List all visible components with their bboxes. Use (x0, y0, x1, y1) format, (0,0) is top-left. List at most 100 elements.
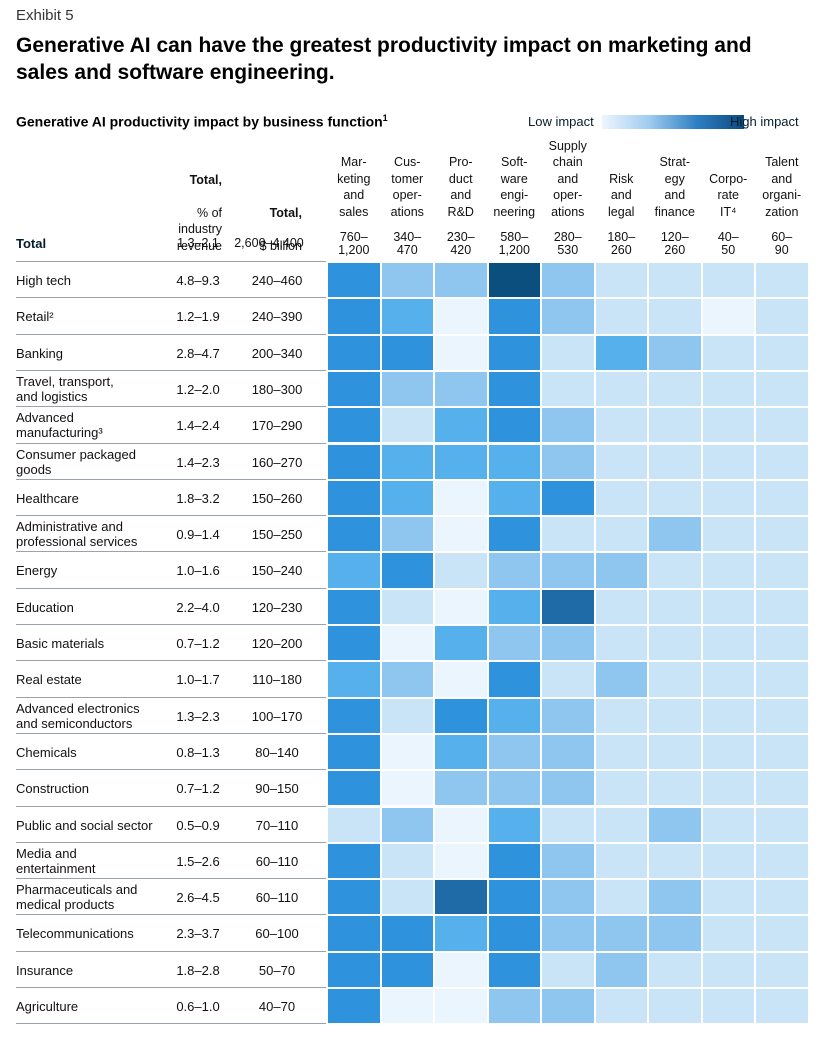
row-divider (16, 660, 326, 662)
heatmap-cell (488, 698, 540, 733)
heatmap-cell (435, 662, 487, 697)
row-divider (16, 442, 326, 444)
row-revenue: 1.3–2.3 (176, 708, 220, 724)
heatmap-cell (488, 880, 540, 915)
row-label: Healthcare (16, 490, 79, 506)
heatmap-cell (488, 807, 540, 842)
heatmap-cell (435, 335, 487, 370)
heatmap-cell (595, 444, 647, 479)
heatmap-cell (649, 807, 701, 842)
heatmap-cell (488, 662, 540, 697)
row-divider (16, 624, 326, 625)
heatmap-cell (435, 553, 487, 588)
heatmap-cell (328, 771, 380, 806)
row-label: Advanced electronics and semiconductors (16, 700, 140, 731)
heatmap-cell (328, 480, 380, 516)
heatmap-cell (328, 371, 380, 407)
heatmap-cell (328, 880, 380, 915)
chart-subtitle: Generative AI productivity impact by bus… (16, 113, 388, 130)
heatmap-cell (542, 952, 594, 987)
heatmap-cell (435, 843, 487, 879)
heatmap-cell (381, 371, 433, 407)
heatmap-cell (435, 880, 487, 915)
heatmap-cell (542, 553, 594, 588)
heatmap-cell (488, 553, 540, 588)
total-function-value-3: 230– 420 (446, 230, 475, 257)
heatmap-cell (702, 989, 754, 1024)
heatmap-cell (435, 263, 487, 298)
row-divider (16, 950, 326, 952)
total-function-value-5: 280– 530 (553, 230, 582, 257)
heatmap-cell (542, 626, 594, 661)
heatmap-cell (542, 880, 594, 915)
row-billion: 170–290 (251, 418, 303, 434)
row-divider (16, 551, 326, 553)
row-billion: 120–230 (251, 599, 303, 615)
row-revenue: 2.6–4.5 (176, 890, 220, 906)
heatmap-cell (756, 771, 808, 806)
heatmap-cell (702, 734, 754, 770)
row-billion: 180–300 (251, 381, 303, 397)
heatmap-cell (649, 408, 701, 443)
heatmap-cell (381, 553, 433, 588)
row-divider (16, 769, 326, 771)
heatmap-cell (381, 480, 433, 516)
heatmap-cell (595, 371, 647, 407)
row-revenue: 1.4–2.3 (176, 454, 220, 470)
heatmap-cell (756, 335, 808, 370)
heatmap-cell (756, 589, 808, 624)
heatmap-cell (381, 335, 433, 370)
row-billion: 160–270 (251, 454, 303, 470)
row-billion: 60–100 (255, 926, 299, 942)
legend-low-label: Low impact (528, 114, 594, 129)
heatmap-cell (702, 371, 754, 407)
heatmap-cell (649, 880, 701, 915)
heatmap-cell (381, 771, 433, 806)
heatmap-cell (381, 263, 433, 298)
heatmap-cell (595, 843, 647, 879)
heatmap-cell (756, 843, 808, 879)
heatmap-cell (649, 371, 701, 407)
heatmap-cell (488, 916, 540, 951)
heatmap-cell (381, 698, 433, 733)
column-header-7: Strat- egy and finance (654, 155, 695, 219)
heatmap-cell (381, 843, 433, 879)
heatmap-cell (649, 553, 701, 588)
heatmap-cell (381, 880, 433, 915)
row-revenue: 0.7–1.2 (176, 636, 220, 651)
heatmap-cell (488, 299, 540, 334)
heatmap-cell (488, 589, 540, 624)
row-revenue: 2.3–3.7 (176, 926, 220, 942)
heatmap-cell (381, 734, 433, 770)
row-revenue: 4.8–9.3 (176, 273, 220, 288)
heatmap-cell (435, 444, 487, 479)
row-divider (16, 1023, 326, 1025)
row-label: Real estate (16, 672, 82, 688)
heatmap-cell (756, 698, 808, 733)
heatmap-cell (756, 734, 808, 770)
heatmap-cell (328, 335, 380, 370)
heatmap-cell (595, 299, 647, 334)
heatmap-cell (756, 553, 808, 588)
heatmap-cell (702, 626, 754, 661)
heatmap-cell (488, 843, 540, 879)
heatmap-cell (435, 408, 487, 443)
row-label: Agriculture (16, 999, 79, 1014)
heatmap-cell (328, 553, 380, 588)
heatmap-cell (542, 843, 594, 879)
row-divider (16, 805, 326, 807)
row-label: High tech (16, 273, 71, 288)
heatmap-cell (542, 662, 594, 697)
heatmap-cell (542, 299, 594, 334)
heatmap-cell (756, 444, 808, 479)
legend-high-label: High impact (730, 114, 799, 129)
heatmap-cell (488, 263, 540, 298)
heatmap-cell (649, 444, 701, 479)
row-divider (16, 515, 326, 517)
heatmap-cell (702, 408, 754, 443)
row-revenue: 0.9–1.4 (176, 527, 220, 543)
row-revenue: 2.8–4.7 (176, 345, 220, 361)
heatmap-cell (488, 989, 540, 1024)
heatmap-cell (488, 408, 540, 443)
heatmap-cell (649, 299, 701, 334)
